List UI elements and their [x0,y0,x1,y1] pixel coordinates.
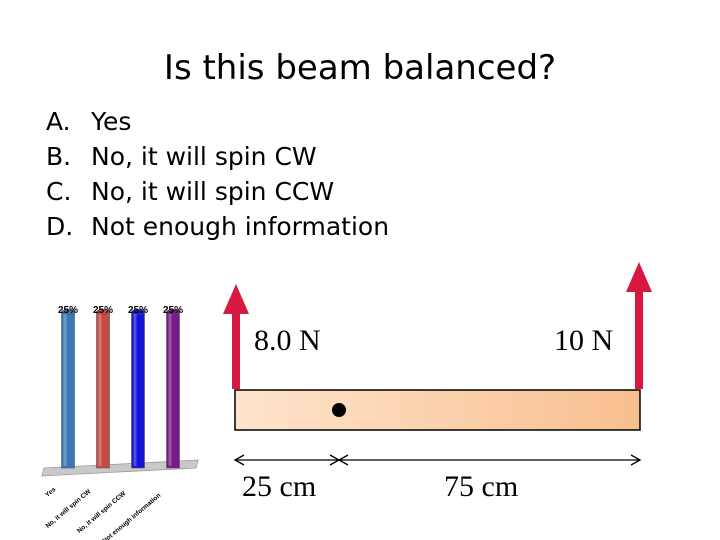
force-arrow-left [223,284,249,389]
distance-label-left: 25 cm [242,470,316,503]
beam-diagram: 8.0 N 10 N 25 cm 75 cm [223,262,652,503]
chart-bar [166,309,180,469]
force-arrow-right [626,262,652,389]
dimension-line [233,454,642,466]
bar-value-label: 25% [163,305,183,316]
chart-floor [41,459,199,477]
bar-value-label: 25% [58,305,78,316]
option-letter: D. [46,212,74,241]
answer-options: A. Yes B. No, it will spin CW C. No, it … [46,104,389,244]
option-a: A. Yes [46,104,389,139]
option-letter: C. [46,177,72,206]
option-letter: B. [46,142,72,171]
option-d: D. Not enough information [46,209,389,244]
bar-value-label: 25% [128,305,148,316]
force-label-left: 8.0 N [254,324,321,357]
bar-category-label: Yes [44,486,57,499]
option-text: No, it will spin CCW [91,177,335,206]
chart-bar [96,309,110,469]
chart-bar [61,309,75,469]
option-text: Yes [91,107,132,136]
option-text: Not enough information [91,212,390,241]
bar-value-label: 25% [93,305,113,316]
option-letter: A. [46,107,71,136]
option-b: B. No, it will spin CW [46,139,389,174]
option-c: C. No, it will spin CCW [46,174,389,209]
chart-bar [131,309,145,469]
distance-label-right: 75 cm [444,470,518,503]
pivot-point [332,403,346,417]
force-label-right: 10 N [554,324,613,357]
beam [234,389,641,431]
option-text: No, it will spin CW [91,142,317,171]
slide-title: Is this beam balanced? [163,48,557,88]
